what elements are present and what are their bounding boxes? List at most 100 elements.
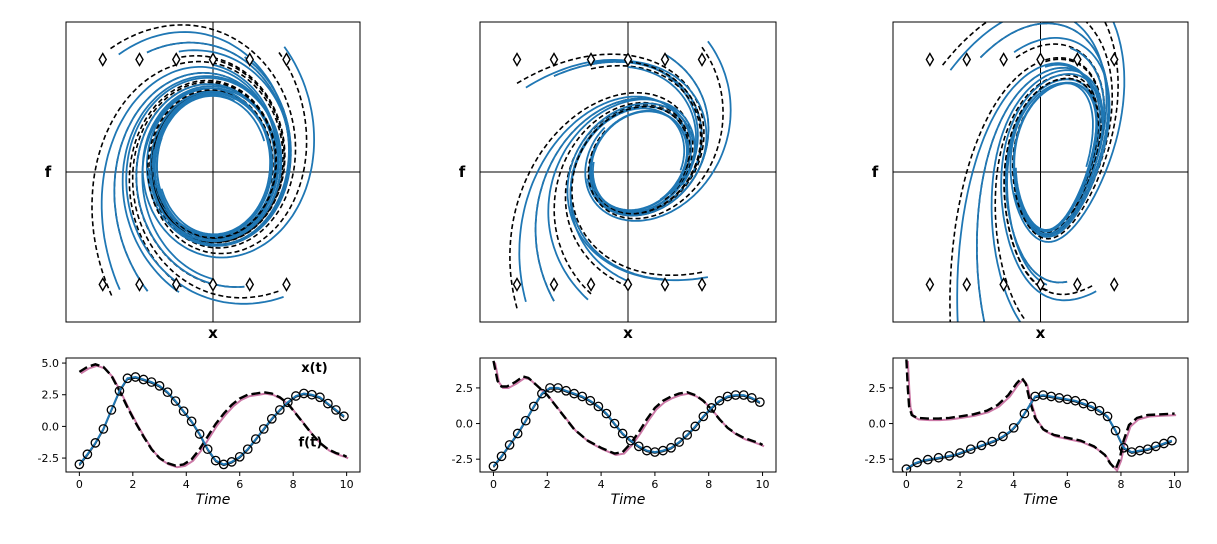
- x-axis-label: Time: [196, 492, 231, 508]
- axes-frame: [65, 357, 361, 473]
- observation-marker: [339, 411, 349, 422]
- learned-trajectory: [553, 61, 703, 215]
- observation-marker: [154, 381, 165, 391]
- axes-frame: [65, 21, 361, 323]
- start-marker: [245, 277, 255, 292]
- start-marker: [623, 277, 633, 292]
- observation-marker: [274, 405, 285, 415]
- observation-marker: [682, 430, 693, 440]
- x-axis-label: Time: [611, 492, 646, 508]
- reference-trajectory: [587, 46, 724, 220]
- start-marker: [98, 277, 108, 292]
- y-tick-label: 2.5: [869, 382, 887, 395]
- limit-cycle: [153, 92, 273, 238]
- start-marker: [999, 277, 1008, 292]
- learned-trajectory: [135, 83, 276, 288]
- observation-marker: [178, 406, 189, 417]
- observation-marker: [266, 413, 277, 424]
- reference-trajectory: [110, 24, 297, 249]
- start-marker: [925, 277, 935, 292]
- observation-marker: [1110, 425, 1121, 436]
- x-tick-label: 4: [1010, 478, 1017, 491]
- observation-marker: [666, 442, 676, 453]
- observation-marker: [601, 408, 612, 419]
- x-tick-label: 0: [903, 478, 910, 491]
- observation-marker: [242, 444, 253, 455]
- y-tick-label: 5.0: [42, 357, 60, 370]
- observation-marker: [512, 428, 523, 439]
- start-marker: [660, 277, 670, 292]
- plot-area: [74, 363, 349, 470]
- y-tick-label: 0.0: [42, 420, 60, 433]
- observation-marker: [170, 396, 181, 406]
- learned-trajectory: [1013, 37, 1111, 238]
- learned-trajectory: [1000, 72, 1104, 302]
- observation-marker: [331, 405, 341, 415]
- learned-trajectory: [979, 22, 1110, 237]
- force-true-line: [80, 364, 349, 469]
- start-marker: [999, 52, 1008, 67]
- observation-marker: [625, 435, 636, 446]
- start-marker: [1109, 277, 1119, 292]
- observation-marker: [912, 457, 922, 468]
- start-marker: [586, 277, 596, 292]
- phase-portrait-3: xf: [872, 21, 1189, 342]
- start-marker: [512, 277, 522, 292]
- observation-marker: [488, 461, 499, 472]
- x-axis-label: x: [1036, 324, 1046, 342]
- observation-marker: [98, 424, 109, 434]
- reference-trajectory: [131, 81, 279, 299]
- start-marker: [1036, 52, 1045, 67]
- observation-marker: [577, 391, 588, 402]
- observation-marker: [901, 464, 912, 472]
- x-tick-label: 2: [957, 478, 964, 491]
- observation-marker: [226, 457, 237, 467]
- y-tick-label: -2.5: [452, 453, 473, 466]
- observation-marker: [609, 418, 620, 429]
- x-tick-label: 2: [129, 478, 136, 491]
- observation-marker: [528, 401, 539, 412]
- start-marker: [586, 52, 596, 67]
- observation-marker: [258, 424, 269, 434]
- observation-marker: [987, 436, 998, 447]
- annotation-x-t: x(t): [301, 361, 327, 376]
- observation-marker: [323, 398, 333, 409]
- observation-marker: [674, 437, 684, 447]
- time-series-1: 0 2 4 6 8 10 -2.5 0.0 2.5 5.0 Time x(t) f(t): [38, 357, 361, 508]
- observation-marker: [106, 405, 117, 415]
- y-axis-label: f: [45, 163, 52, 181]
- plot-area: [488, 360, 765, 472]
- observation-marker: [496, 451, 507, 462]
- start-marker: [549, 277, 559, 292]
- x-tick-label: 8: [705, 478, 712, 491]
- x-tick-label: 8: [1117, 478, 1124, 491]
- start-marker: [1073, 277, 1082, 292]
- learned-trajectory: [534, 97, 692, 302]
- time-series-2: 0 2 4 6 8 10 -2.5 0.0 2.5 Time: [452, 357, 777, 508]
- observation-marker: [90, 438, 101, 448]
- start-marker: [171, 277, 181, 292]
- start-marker: [962, 52, 972, 67]
- y-axis-label: f: [872, 163, 879, 181]
- phase-portrait-1: xf: [45, 21, 361, 342]
- start-marker: [1036, 277, 1045, 292]
- start-marker: [925, 52, 935, 67]
- axes-frame: [892, 357, 1189, 473]
- start-marker: [512, 52, 522, 67]
- observation-marker: [998, 431, 1008, 442]
- observation-marker: [923, 454, 933, 465]
- phase-portrait-2: xf: [459, 21, 777, 342]
- x-tick-label: 6: [1064, 478, 1071, 491]
- start-marker: [208, 52, 218, 67]
- x-axis-label: x: [623, 324, 633, 342]
- learned-trajectory: [113, 72, 280, 292]
- axes-frame: [479, 21, 777, 323]
- start-marker: [962, 277, 972, 292]
- y-tick-label: 2.5: [456, 382, 474, 395]
- start-marker: [135, 52, 144, 67]
- y-tick-label: -2.5: [38, 452, 59, 465]
- reference-trajectory: [91, 60, 284, 296]
- y-tick-label: 0.0: [869, 418, 887, 431]
- observation-marker: [1008, 422, 1019, 433]
- x-axis-label: x: [208, 324, 218, 342]
